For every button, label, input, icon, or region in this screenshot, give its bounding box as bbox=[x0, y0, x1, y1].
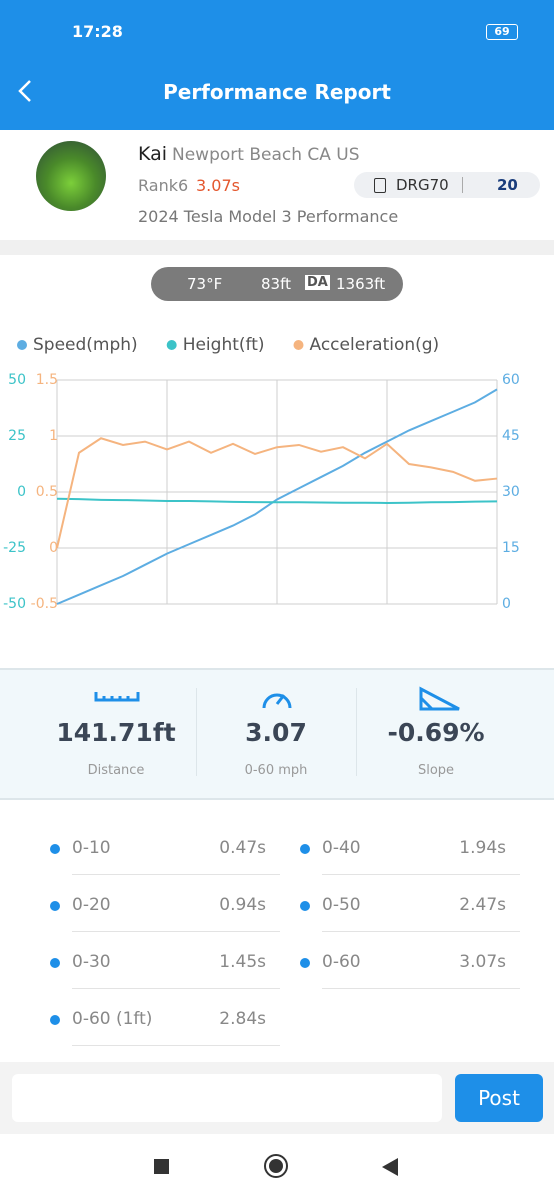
car-model: 2024 Tesla Model 3 Performance bbox=[138, 207, 399, 226]
temperature: 73°F bbox=[187, 275, 223, 293]
split-times: 0-10 0.47s 0-40 1.94s 0-20 0.94s 0-50 2.47s 0-30… bbox=[40, 820, 530, 1048]
tag-pill: DRG70 20 bbox=[354, 172, 540, 198]
tick-label: -25 bbox=[3, 540, 26, 556]
tick-label: -0.5 bbox=[31, 596, 58, 612]
split-label: 0-60 (1ft) bbox=[72, 1009, 153, 1029]
stat-value: -0.69% bbox=[387, 718, 485, 747]
tick-label: -50 bbox=[3, 596, 26, 612]
split-label: 0-30 bbox=[72, 952, 111, 972]
dot bbox=[300, 958, 310, 968]
stat-value: 3.07 bbox=[245, 718, 307, 747]
da-badge: DA bbox=[305, 275, 330, 290]
split-label: 0-50 bbox=[322, 895, 361, 915]
split-row: 0-40 1.94s bbox=[290, 820, 530, 877]
app-bar: 17:28 69 Performance Report bbox=[0, 0, 554, 130]
tick-label: 0 bbox=[17, 484, 26, 500]
split-label: 0-60 bbox=[322, 952, 361, 972]
split-value: 3.07s bbox=[459, 952, 506, 972]
best-time: 3.07s bbox=[196, 176, 240, 195]
tick-label: 1 bbox=[49, 428, 58, 444]
rank: Rank6 bbox=[138, 176, 189, 195]
tick-label: 0 bbox=[49, 540, 58, 556]
user-name: Kai bbox=[138, 143, 168, 165]
split-value: 1.94s bbox=[459, 838, 506, 858]
stat-label: 0-60 mph bbox=[244, 763, 308, 778]
avatar[interactable] bbox=[36, 141, 106, 211]
tick-label: 25 bbox=[8, 428, 26, 444]
divider bbox=[72, 874, 280, 875]
back-nav[interactable] bbox=[380, 1157, 400, 1177]
series-line bbox=[56, 437, 498, 549]
tick-label: 60 bbox=[502, 372, 520, 388]
tick-label: 45 bbox=[502, 428, 520, 444]
clock: 17:28 bbox=[72, 22, 123, 41]
divider bbox=[322, 874, 520, 875]
tag: DRG70 bbox=[396, 176, 449, 194]
post-button[interactable]: Post bbox=[455, 1074, 543, 1122]
tick-label: 15 bbox=[502, 540, 520, 556]
series-line bbox=[56, 388, 498, 605]
legend-label: Speed(mph) bbox=[33, 335, 138, 355]
series-line bbox=[56, 497, 498, 504]
legend-dot bbox=[293, 340, 304, 350]
dot bbox=[50, 844, 60, 854]
dot bbox=[300, 901, 310, 911]
divider bbox=[322, 931, 520, 932]
divider bbox=[72, 931, 280, 932]
comment-input[interactable] bbox=[12, 1074, 442, 1122]
tick-label: 50 bbox=[8, 372, 26, 388]
stat-label: Slope bbox=[417, 763, 455, 778]
split-row: 0-20 0.94s bbox=[40, 877, 290, 934]
legend-dot bbox=[17, 340, 27, 350]
stats-panel bbox=[0, 668, 554, 800]
split-row: 0-60 (1ft) 2.84s bbox=[40, 991, 290, 1048]
elevation: 83ft bbox=[261, 275, 291, 293]
back-button[interactable] bbox=[14, 78, 38, 104]
split-value: 0.94s bbox=[219, 895, 266, 915]
stat-label: Distance bbox=[87, 763, 145, 778]
page-title: Performance Report bbox=[163, 80, 391, 104]
split-row: 0-60 3.07s bbox=[290, 934, 530, 991]
tick-label: 30 bbox=[502, 484, 520, 500]
conditions-pill: 73°F 83ft DA 1363ft bbox=[151, 267, 403, 301]
location: Newport Beach CA US bbox=[172, 145, 360, 165]
tick-label: 0.5 bbox=[36, 484, 58, 500]
split-label: 0-20 bbox=[72, 895, 111, 915]
legend-label: Acceleration(g) bbox=[310, 335, 440, 355]
dot bbox=[50, 901, 60, 911]
recents-button[interactable] bbox=[154, 1159, 169, 1174]
tick-label: 1.5 bbox=[36, 372, 58, 388]
count: 20 bbox=[497, 176, 518, 194]
comment-bar: Post bbox=[0, 1062, 554, 1134]
split-value: 2.47s bbox=[459, 895, 506, 915]
split-value: 2.84s bbox=[219, 1009, 266, 1029]
split-row: 0-30 1.45s bbox=[40, 934, 290, 991]
split-label: 0-10 bbox=[72, 838, 111, 858]
divider bbox=[322, 988, 520, 989]
separator bbox=[0, 240, 554, 255]
dot bbox=[50, 1015, 60, 1025]
stat-value: 141.71ft bbox=[56, 718, 176, 747]
divider bbox=[72, 988, 280, 989]
home-button[interactable] bbox=[264, 1154, 288, 1178]
split-row: 0-50 2.47s bbox=[290, 877, 530, 934]
legend-label: Height(ft) bbox=[183, 335, 265, 355]
tick-label: 0 bbox=[502, 596, 511, 612]
chart: -50 -25 0 25 50 -0.5 0 0.5 1 1.5 0 15 30 45 60 Speed(mp… bbox=[3, 335, 520, 612]
split-label: 0-40 bbox=[322, 838, 361, 858]
split-row: 0-10 0.47s bbox=[40, 820, 290, 877]
divider bbox=[72, 1045, 280, 1046]
dot bbox=[300, 844, 310, 854]
battery: 69 bbox=[486, 24, 518, 40]
legend-dot bbox=[166, 340, 177, 350]
split-value: 1.45s bbox=[219, 952, 266, 972]
density-altitude: 1363ft bbox=[336, 275, 386, 293]
split-value: 0.47s bbox=[219, 838, 266, 858]
dot bbox=[50, 958, 60, 968]
nav-bar bbox=[0, 1134, 554, 1200]
